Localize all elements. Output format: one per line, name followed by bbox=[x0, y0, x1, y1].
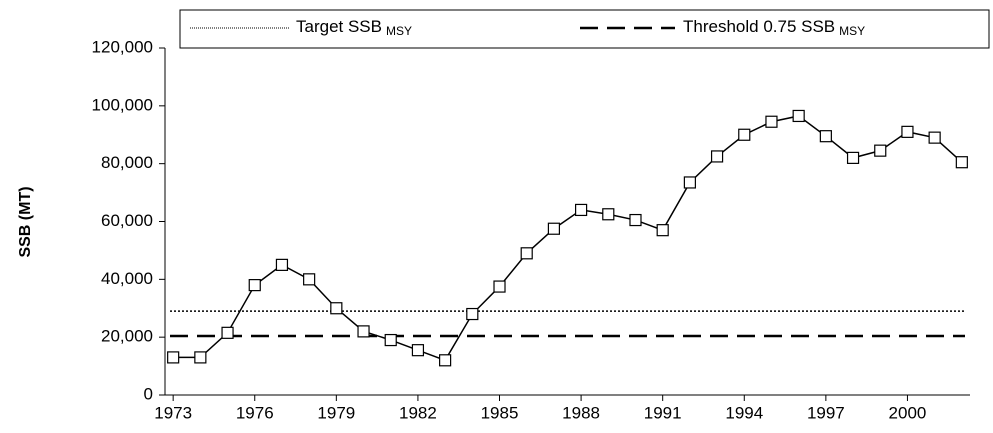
data-point bbox=[248, 279, 261, 292]
data-point bbox=[765, 115, 778, 128]
data-point bbox=[955, 156, 968, 169]
data-point bbox=[520, 247, 533, 260]
x-tick-label: 1994 bbox=[725, 403, 763, 422]
data-point bbox=[629, 213, 642, 227]
data-point bbox=[411, 344, 425, 357]
data-point bbox=[547, 222, 561, 235]
legend-subscript: MSY bbox=[386, 24, 412, 38]
data-point bbox=[683, 176, 696, 189]
data-point bbox=[466, 307, 479, 321]
x-tick-label: 1979 bbox=[317, 403, 355, 422]
data-point bbox=[819, 130, 832, 143]
legend-name: Target SSB bbox=[296, 17, 382, 36]
data-point bbox=[384, 333, 397, 347]
x-tick-label: 1988 bbox=[562, 403, 600, 422]
data-point bbox=[493, 280, 506, 293]
data-point bbox=[357, 325, 370, 338]
data-point bbox=[901, 125, 914, 138]
data-point bbox=[330, 302, 343, 315]
x-tick-label: 1985 bbox=[481, 403, 519, 422]
data-point bbox=[221, 326, 234, 339]
y-tick-label: 60,000 bbox=[101, 211, 153, 230]
data-point bbox=[738, 128, 751, 141]
data-point bbox=[928, 131, 941, 144]
legend-label: Threshold 0.75 SSB MSY bbox=[683, 17, 865, 38]
y-tick-label: 40,000 bbox=[101, 269, 153, 288]
data-point bbox=[710, 150, 724, 163]
data-point bbox=[846, 151, 860, 164]
data-point bbox=[874, 144, 887, 157]
data-point bbox=[656, 224, 669, 237]
y-axis-label: SSB (MT) bbox=[17, 186, 34, 257]
data-point bbox=[275, 258, 289, 271]
x-tick-label: 1997 bbox=[807, 403, 845, 422]
data-point bbox=[602, 208, 615, 221]
y-tick-label: 120,000 bbox=[92, 37, 153, 56]
data-point bbox=[792, 109, 805, 123]
x-tick-label: 1973 bbox=[154, 403, 192, 422]
x-tick-label: 2000 bbox=[889, 403, 927, 422]
y-tick-label: 100,000 bbox=[92, 95, 153, 114]
data-point bbox=[194, 351, 207, 364]
data-point bbox=[574, 203, 588, 217]
x-tick-label: 1991 bbox=[644, 403, 682, 422]
legend-label: Target SSB MSY bbox=[296, 17, 412, 38]
y-tick-label: 80,000 bbox=[101, 153, 153, 172]
y-tick-label: 20,000 bbox=[101, 327, 153, 346]
x-tick-label: 1976 bbox=[236, 403, 274, 422]
y-tick-label: 0 bbox=[144, 384, 153, 403]
legend-name: Threshold 0.75 SSB bbox=[683, 17, 835, 36]
data-point bbox=[439, 354, 452, 367]
data-point bbox=[303, 273, 316, 286]
data-point bbox=[167, 351, 180, 364]
series-line bbox=[173, 115, 963, 362]
legend-subscript: MSY bbox=[839, 24, 865, 38]
x-tick-label: 1982 bbox=[399, 403, 437, 422]
